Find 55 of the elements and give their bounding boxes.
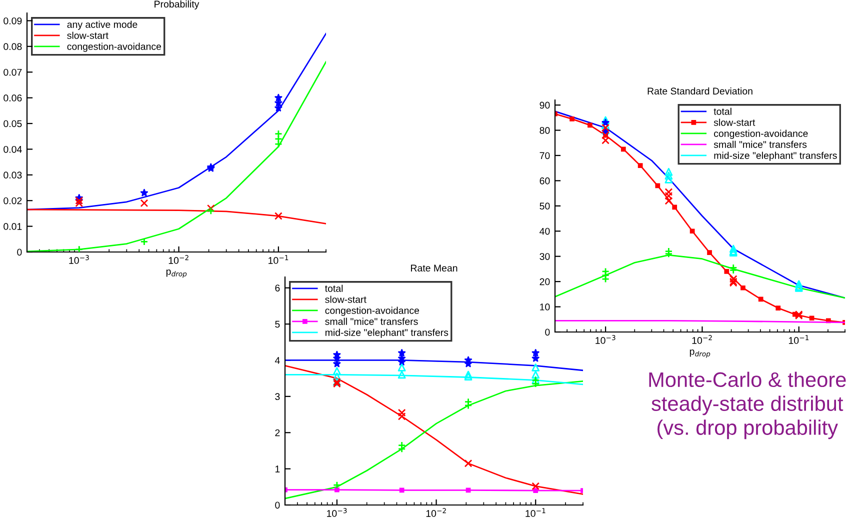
- x-axis-title: p$_{drop}$: [690, 350, 710, 358]
- y-tick-label: 70: [540, 152, 550, 160]
- legend-label: small "mice" transfers: [714, 140, 807, 148]
- x-tick-label: 10$^{−1}$: [788, 335, 809, 344]
- y-tick-label: 0: [545, 328, 550, 336]
- y-tick-label: 5: [275, 320, 280, 328]
- y-tick-label: 20: [540, 278, 550, 286]
- y-tick-label: 40: [540, 228, 550, 235]
- x-tick-label: 10$^{−3}$: [327, 508, 347, 517]
- x-tick-label: 10$^{−2}$: [692, 335, 712, 344]
- legend-label: congestion-avoidance: [714, 130, 808, 139]
- x-tick-label: 10$^{−2}$: [168, 255, 188, 264]
- y-tick-label: 6: [275, 284, 280, 292]
- chart-title: Rate Mean: [411, 264, 458, 272]
- x-tick-label: 10$^{−3}$: [596, 335, 616, 344]
- legend-label: slow-start: [325, 296, 366, 303]
- y-tick-label: 3: [275, 393, 280, 400]
- x-axis-title: p$_{drop}$: [166, 270, 187, 278]
- x-tick-label: 10$^{−3}$: [69, 255, 89, 264]
- y-tick-label: 90: [540, 102, 550, 109]
- y-tick-label: 4: [274, 357, 280, 364]
- y-tick-label: 0: [17, 248, 22, 256]
- legend-label: congestion-avoidance: [325, 306, 420, 316]
- legend-label: slow-start: [714, 118, 756, 126]
- x-tick-label: 10$^{−1}$: [268, 255, 288, 264]
- legend-label: total: [325, 284, 343, 292]
- legend-label: congestion-avoidance: [67, 42, 162, 52]
- y-tick-label: 0.07: [4, 68, 22, 76]
- legend-label: mid-size "elephant" transfers: [714, 152, 837, 161]
- y-tick-label: 80: [540, 126, 550, 134]
- x-tick-label: 10$^{−1}$: [526, 508, 546, 517]
- y-tick-label: 0.06: [4, 94, 22, 102]
- y-tick-label: 2: [275, 429, 280, 436]
- y-tick-label: 50: [540, 202, 550, 210]
- legend-label: small "mice" transfers: [325, 318, 418, 325]
- y-tick-label: 10: [540, 304, 550, 310]
- y-tick-label: 60: [540, 177, 550, 184]
- chart-title: Probability: [154, 0, 200, 10]
- y-tick-label: 1: [275, 466, 280, 472]
- y-tick-label: 0.02: [4, 197, 22, 204]
- y-tick-label: 0.08: [4, 43, 22, 50]
- legend-label: total: [714, 108, 732, 115]
- y-tick-label: 0.09: [4, 17, 22, 24]
- legend-label: slow-start: [67, 32, 108, 39]
- chart-title: Rate Standard Deviation: [648, 87, 752, 95]
- y-tick-label: 0: [275, 502, 280, 509]
- text: Monte-Carlo & theore steady-state distribut (vs. drop probability: [649, 372, 846, 440]
- y-tick-label: 30: [540, 253, 550, 260]
- x-tick-label: 10$^{−2}$: [426, 508, 446, 517]
- y-tick-label: 0.01: [4, 223, 22, 230]
- y-tick-label: 0.05: [4, 120, 22, 128]
- y-tick-label: 0.03: [4, 172, 22, 179]
- y-tick-label: 0.04: [4, 146, 22, 153]
- legend-label: mid-size "elephant" transfers: [326, 328, 448, 338]
- legend-label: any active mode: [67, 20, 138, 30]
